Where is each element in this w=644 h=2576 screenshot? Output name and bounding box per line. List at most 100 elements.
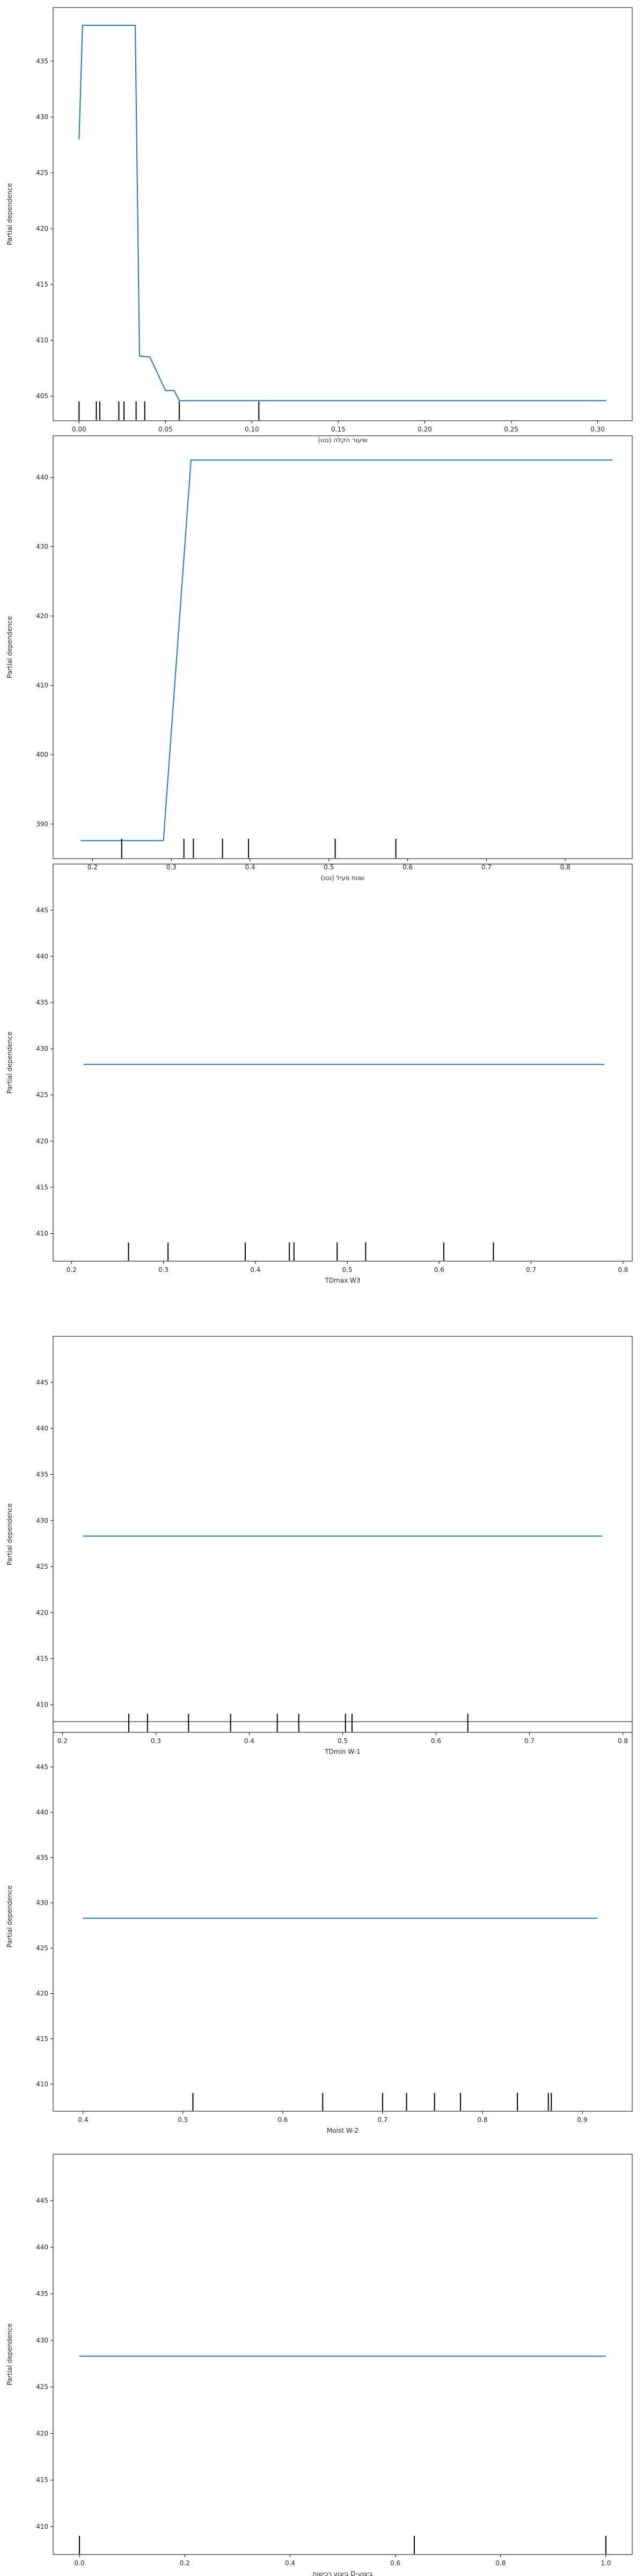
- subplot-5: 0.4 0.5 0.6 0.7 0.8 0.9 410 415 420 425 430 435 440 4…: [6, 1721, 633, 2134]
- subplot-3: 0.2 0.3 0.4 0.5 0.6 0.7 0.8 410 415 420 425 430 435 4…: [6, 863, 633, 1284]
- x-tick-label: 0.2: [57, 1737, 68, 1745]
- y-tick-label: 410: [36, 336, 48, 344]
- y-tick-label: 445: [36, 906, 48, 914]
- y-tick-label: 435: [36, 1470, 48, 1478]
- x-tick-label: 0.30: [590, 426, 605, 433]
- y-tick-label: 435: [36, 2290, 48, 2297]
- plot-area: [53, 863, 633, 1262]
- x-tick-label: 0.2: [87, 863, 98, 871]
- y-tick-label: 430: [36, 543, 48, 551]
- y-tick-label: 390: [36, 820, 48, 828]
- x-tick-label: 0.3: [151, 1737, 161, 1745]
- x-tick-label: 0.8: [618, 1266, 628, 1274]
- y-tick-label: 420: [36, 2429, 48, 2437]
- y-tick-label: 420: [36, 1137, 48, 1145]
- y-tick-label: 410: [36, 1230, 48, 1237]
- y-axis-label: Partial dependence: [6, 1031, 13, 1094]
- subplot-4: 0.2 0.3 0.4 0.5 0.6 0.7 0.8 410 415 420 425 430 435 4…: [6, 1336, 633, 1755]
- x-tick-label: 0.4: [245, 863, 255, 871]
- y-tick-label: 425: [36, 1563, 48, 1570]
- y-tick-label: 435: [36, 1854, 48, 1861]
- y-tick-label: 430: [36, 1517, 48, 1524]
- y-tick-label: 435: [36, 999, 48, 1006]
- x-tick-label: 0.8: [495, 2559, 506, 2567]
- y-tick-label: 430: [36, 1899, 48, 1907]
- x-axis-label: Moist W-2: [327, 2127, 358, 2134]
- x-tick-label: 0.7: [481, 863, 492, 871]
- subplot-2: 0.2 0.3 0.4 0.5 0.6 0.7 0.8390400410420430440 …: [6, 435, 633, 882]
- y-tick-label: 430: [36, 2337, 48, 2344]
- subplot-1: 0.00 0.05 0.10 0.15 0.20 0.25 0.30 405 410 415 420…: [6, 7, 633, 444]
- y-tick-label: 410: [36, 682, 48, 689]
- x-tick-label: 0.7: [524, 1737, 535, 1745]
- x-tick-label: 0.3: [158, 1266, 169, 1274]
- y-tick-label: 440: [36, 2243, 48, 2251]
- x-tick-label: 0.4: [244, 1737, 254, 1745]
- x-tick-label: 0.5: [324, 863, 334, 871]
- x-tick-label: 0.2: [67, 1266, 77, 1274]
- y-tick-label: 440: [36, 1425, 48, 1432]
- y-tick-label: 440: [36, 953, 48, 960]
- x-tick-label: 0.5: [178, 2116, 188, 2124]
- plot-area: [53, 7, 633, 421]
- y-tick-label: 425: [36, 1091, 48, 1099]
- x-tick-label: 0.8: [477, 2116, 487, 2124]
- x-tick-label: 1.0: [601, 2559, 611, 2567]
- y-tick-label: 445: [36, 1763, 48, 1770]
- plot-area: [53, 1721, 633, 2112]
- y-tick-label: 440: [36, 1809, 48, 1816]
- x-tick-label: 0.4: [250, 1266, 260, 1274]
- x-tick-label: 0.5: [338, 1737, 348, 1745]
- y-tick-label: 415: [36, 1183, 48, 1191]
- x-tick-label: 0.25: [504, 426, 518, 433]
- y-tick-label: 445: [36, 1379, 48, 1386]
- y-tick-label: 410: [36, 2080, 48, 2088]
- y-axis-label: Partial dependence: [6, 183, 13, 245]
- x-tick-label: 0.7: [526, 1266, 536, 1274]
- x-axis-label: TDmin W-1: [324, 1748, 360, 1755]
- x-tick-label: 0.20: [418, 426, 432, 433]
- x-tick-label: 0.4: [78, 2116, 88, 2124]
- x-axis-label: שטח פעיל (נטו): [321, 874, 364, 882]
- x-tick-label: 0.3: [166, 863, 177, 871]
- x-tick-label: 0.6: [277, 2116, 288, 2124]
- y-axis-label: Partial dependence: [6, 2323, 13, 2385]
- y-tick-label: 420: [36, 225, 48, 232]
- x-tick-label: 0.15: [331, 426, 346, 433]
- x-axis-label: שיעור הקלה (נטו): [318, 436, 368, 444]
- x-axis-label: TDmax W3: [324, 1277, 360, 1284]
- x-tick-label: 0.5: [342, 1266, 353, 1274]
- x-tick-label: 0.6: [390, 2559, 400, 2567]
- x-axis-label: ביצוע רכישות D-ביצוע: [313, 2570, 373, 2576]
- y-axis-label: Partial dependence: [6, 616, 13, 678]
- y-tick-label: 420: [36, 1990, 48, 1997]
- plot-area: [53, 2154, 633, 2555]
- y-tick-label: 410: [36, 2523, 48, 2530]
- y-axis-label: Partial dependence: [6, 1885, 13, 1948]
- y-tick-label: 415: [36, 2476, 48, 2484]
- plot-area: [53, 435, 633, 859]
- x-tick-label: 0.9: [577, 2116, 587, 2124]
- x-tick-label: 0.00: [72, 426, 86, 433]
- x-tick-label: 0.8: [560, 863, 570, 871]
- y-tick-label: 420: [36, 612, 48, 620]
- x-tick-label: 0.2: [180, 2559, 190, 2567]
- y-tick-label: 405: [36, 392, 48, 400]
- y-tick-label: 435: [36, 57, 48, 65]
- y-tick-label: 400: [36, 751, 48, 758]
- y-tick-label: 420: [36, 1609, 48, 1616]
- x-tick-label: 0.10: [245, 426, 259, 433]
- y-tick-label: 425: [36, 1944, 48, 1952]
- y-tick-label: 415: [36, 281, 48, 288]
- y-tick-label: 445: [36, 2197, 48, 2205]
- y-tick-label: 410: [36, 1701, 48, 1709]
- y-tick-label: 440: [36, 474, 48, 481]
- x-tick-label: 0.7: [377, 2116, 387, 2124]
- partial-dependence-line: [78, 25, 606, 401]
- x-tick-label: 0.0: [74, 2559, 84, 2567]
- y-tick-label: 430: [36, 113, 48, 121]
- x-tick-label: 0.6: [431, 1737, 441, 1745]
- y-axis-label: Partial dependence: [6, 1503, 13, 1565]
